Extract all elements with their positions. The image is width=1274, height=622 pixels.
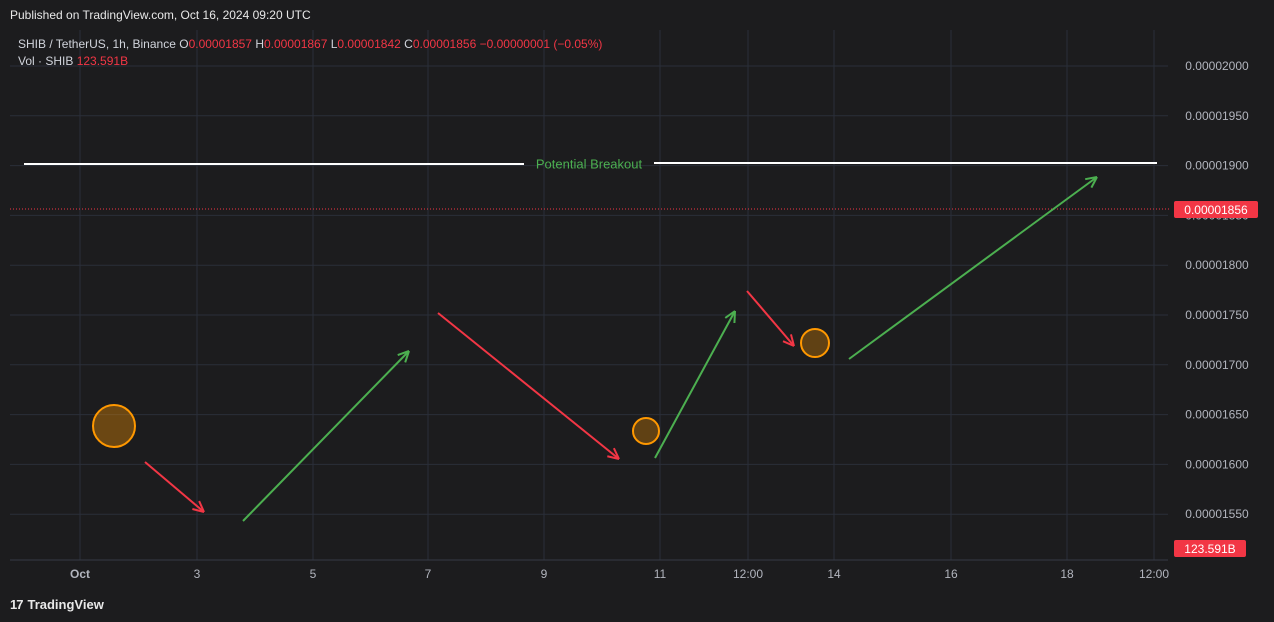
x-tick-label: 16 bbox=[944, 567, 958, 581]
high-label: H bbox=[255, 37, 264, 51]
low-label: L bbox=[330, 37, 338, 51]
grid bbox=[10, 30, 1168, 561]
y-tick-label: 0.00001800 bbox=[1185, 258, 1249, 272]
highlight-circle[interactable] bbox=[800, 328, 830, 358]
x-tick-label: Oct bbox=[70, 567, 90, 581]
y-tick-label: 0.00001900 bbox=[1185, 159, 1249, 173]
price-badge: 0.00001856 bbox=[1174, 201, 1258, 218]
x-tick-label: 9 bbox=[541, 567, 548, 581]
trend-arrow-up[interactable] bbox=[242, 350, 410, 522]
open-value: 0.00001857 bbox=[188, 37, 252, 51]
trend-arrow-down[interactable] bbox=[746, 290, 795, 347]
y-axis: 0.000020000.000019500.000019000.00001850… bbox=[1185, 59, 1249, 521]
x-tick-label: 7 bbox=[425, 567, 432, 581]
highlight-circles bbox=[92, 328, 830, 448]
price-badge-label: 0.00001856 bbox=[1184, 203, 1248, 217]
volume-badge: 123.591B bbox=[1174, 540, 1246, 557]
x-tick-label: 14 bbox=[827, 567, 841, 581]
trend-arrow-down[interactable] bbox=[437, 312, 620, 460]
top-bar: Published on TradingView.com, Oct 16, 20… bbox=[0, 0, 1274, 30]
x-tick-label: 18 bbox=[1060, 567, 1074, 581]
chart-legend: SHIB / TetherUS, 1h, Binance O0.00001857… bbox=[18, 36, 602, 70]
highlight-circle[interactable] bbox=[632, 417, 660, 445]
change-value: −0.00000001 (−0.05%) bbox=[479, 37, 603, 51]
volume-label: Vol · SHIB bbox=[18, 54, 74, 68]
close-label: C bbox=[404, 37, 413, 51]
x-tick-label: 12:00 bbox=[1139, 567, 1169, 581]
x-tick-label: 3 bbox=[194, 567, 201, 581]
y-tick-label: 0.00001950 bbox=[1185, 109, 1249, 123]
y-tick-label: 0.00001550 bbox=[1185, 507, 1249, 521]
breakout-label: Potential Breakout bbox=[536, 157, 643, 172]
symbol-title[interactable]: SHIB / TetherUS, 1h, Binance bbox=[18, 37, 176, 51]
breakout-line[interactable]: Potential Breakout bbox=[24, 157, 1157, 172]
y-tick-label: 0.00001600 bbox=[1185, 457, 1249, 471]
y-tick-label: 0.00002000 bbox=[1185, 59, 1249, 73]
close-value: 0.00001856 bbox=[412, 37, 477, 51]
open-label: O bbox=[179, 37, 189, 51]
y-tick-label: 0.00001750 bbox=[1185, 308, 1249, 322]
brand-name: TradingView bbox=[27, 597, 104, 612]
trend-arrows bbox=[144, 176, 1098, 522]
trend-arrow-up[interactable] bbox=[848, 176, 1098, 360]
volume-row: Vol · SHIB 123.591B bbox=[18, 53, 602, 70]
ohlc-row: SHIB / TetherUS, 1h, Binance O0.00001857… bbox=[18, 36, 602, 53]
low-value: 0.00001842 bbox=[337, 37, 401, 51]
x-tick-label: 12:00 bbox=[733, 567, 763, 581]
footer-brand[interactable]: 17 TradingView bbox=[10, 597, 104, 612]
high-value: 0.00001867 bbox=[263, 37, 328, 51]
x-axis: Oct 3 5 7 9 11 12:00 14 16 18 12:00 bbox=[70, 567, 1169, 581]
trend-arrow-up[interactable] bbox=[654, 310, 736, 459]
x-tick-label: 11 bbox=[654, 567, 667, 581]
y-tick-label: 0.00001650 bbox=[1185, 408, 1249, 422]
x-tick-label: 5 bbox=[310, 567, 317, 581]
highlight-circle[interactable] bbox=[92, 404, 136, 448]
volume-badge-label: 123.591B bbox=[1184, 542, 1235, 556]
y-tick-label: 0.00001700 bbox=[1185, 358, 1249, 372]
published-info: Published on TradingView.com, Oct 16, 20… bbox=[10, 8, 311, 22]
volume-value: 123.591B bbox=[76, 54, 129, 68]
trend-arrow-down[interactable] bbox=[144, 461, 205, 513]
tradingview-logo-icon: 17 bbox=[10, 597, 24, 612]
